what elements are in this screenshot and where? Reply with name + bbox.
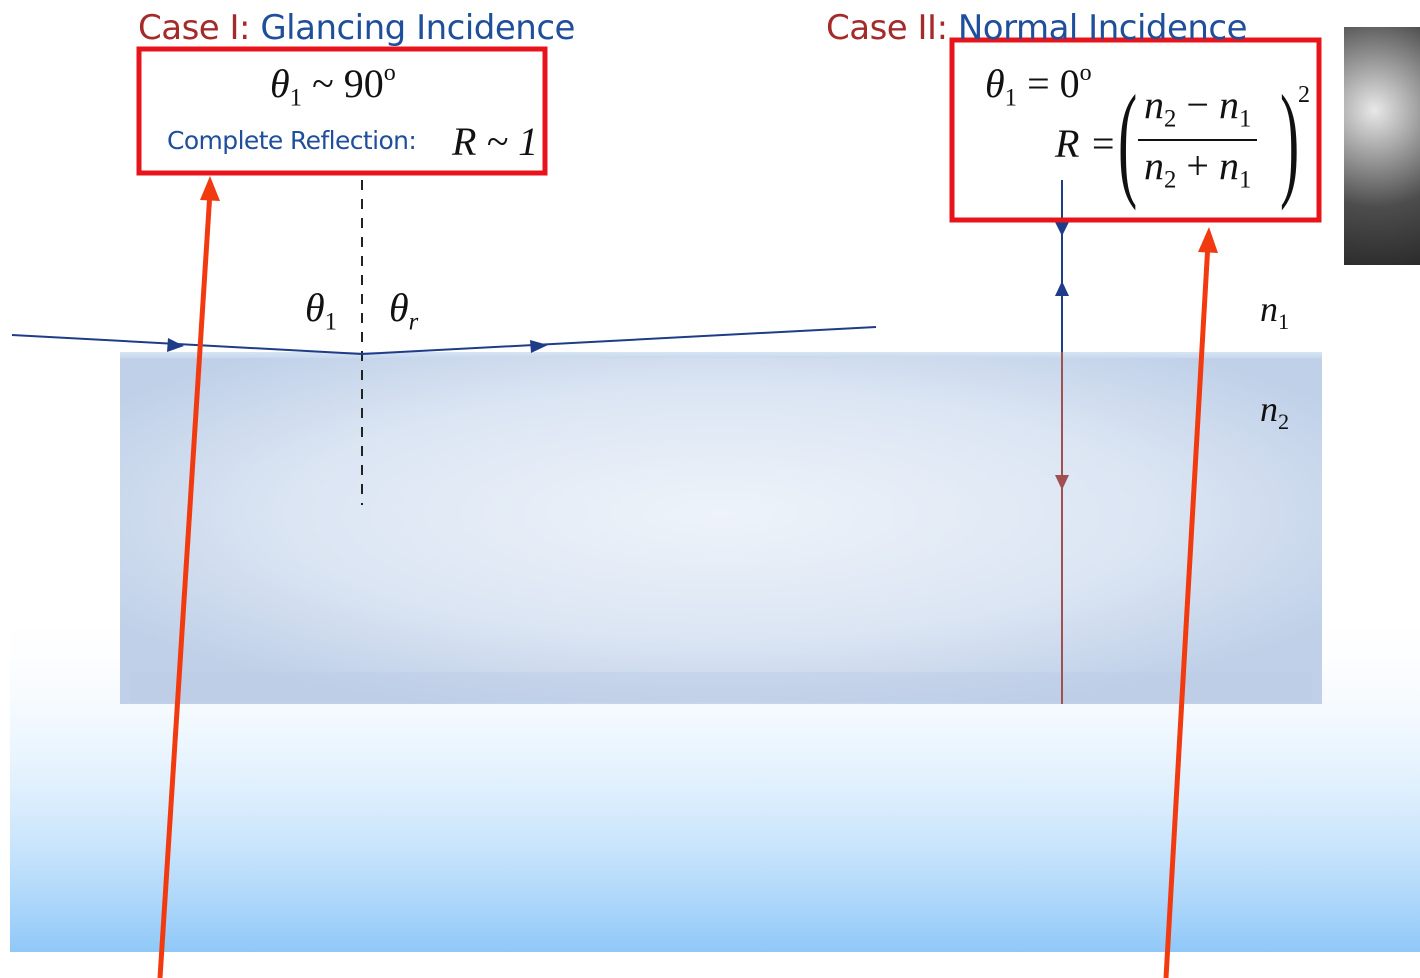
- case1-condition: θ1 ~ 90o: [270, 60, 396, 113]
- label-n2: n2: [1260, 388, 1289, 435]
- case2-prefix: Case II:: [826, 8, 948, 48]
- fraction-exponent: 2: [1298, 82, 1310, 108]
- label-theta-r: θr: [389, 284, 418, 337]
- case2-title: Case II: Normal Incidence: [826, 8, 1248, 48]
- label-n1: n1: [1260, 288, 1289, 335]
- case1-name: Glancing Incidence: [260, 8, 575, 48]
- medium-block: [120, 358, 1322, 704]
- reflected-arrowhead: [530, 340, 548, 353]
- case2-relation: = 0: [1027, 61, 1080, 106]
- callout-arrowhead-case2: [1198, 227, 1218, 253]
- callout-arrowhead-case1: [200, 176, 220, 201]
- num-n1: n: [1218, 82, 1239, 127]
- right-paren: ): [1280, 69, 1300, 211]
- diamond-photo: [1344, 27, 1420, 265]
- case2-theta-sub: 1: [1004, 84, 1018, 112]
- theta-r-var: θ: [389, 285, 409, 330]
- normal-up-arrowhead: [1055, 281, 1069, 296]
- den-n2-sub: 2: [1164, 166, 1177, 194]
- case1-prefix: Case I:: [138, 8, 251, 48]
- fraction-numerator: n2 − n1: [1138, 84, 1257, 133]
- case2-degree: o: [1079, 60, 1092, 87]
- reflectance-fraction: n2 − n1 n2 + n1: [1138, 84, 1258, 194]
- den-plus: +: [1176, 142, 1219, 188]
- highlight-box-case1: [136, 46, 548, 176]
- theta-1-var: θ: [305, 285, 325, 330]
- normal-down-arrowhead: [1055, 222, 1069, 236]
- case1-relation: ~ 90: [312, 61, 384, 106]
- den-n1: n: [1218, 142, 1239, 188]
- num-minus: −: [1176, 82, 1219, 127]
- case1-theta-sub: 1: [289, 84, 303, 112]
- num-n1-sub: 1: [1238, 105, 1252, 133]
- glancing-ray: [11, 326, 877, 356]
- case2-theta: θ: [985, 61, 1005, 106]
- den-n2: n: [1144, 142, 1164, 188]
- callout-arrow-case2: [1163, 242, 1211, 978]
- case1-result: R ~ 1: [452, 119, 539, 164]
- incident-arrowhead: [167, 338, 184, 352]
- transmitted-arrowhead: [1055, 475, 1069, 490]
- n1-sub: 1: [1278, 308, 1290, 334]
- den-n1-sub: 1: [1238, 166, 1252, 194]
- fraction-bar: [1138, 138, 1258, 141]
- n1-var: n: [1260, 289, 1278, 329]
- n2-var: n: [1260, 389, 1278, 429]
- fraction-denominator: n2 + n1: [1138, 142, 1257, 194]
- highlight-box-case2: [949, 37, 1322, 223]
- medium-bottom-shade: [130, 672, 1312, 702]
- num-n2: n: [1144, 82, 1164, 127]
- case2-condition: θ1 = 0o: [985, 60, 1092, 113]
- callout-arrow-case1: [157, 191, 213, 978]
- case1-title: Case I: Glancing Incidence: [138, 8, 575, 48]
- left-paren: (: [1118, 69, 1138, 211]
- theta-1-sub: 1: [324, 308, 338, 336]
- n2-sub: 2: [1278, 408, 1290, 434]
- case2-r-lhs: R =: [1055, 121, 1117, 166]
- theta-r-sub: r: [408, 308, 419, 336]
- case2-name: Normal Incidence: [957, 8, 1248, 48]
- num-n2-sub: 2: [1164, 105, 1177, 133]
- case1-degree: o: [383, 60, 396, 87]
- case1-theta: θ: [270, 61, 290, 106]
- label-theta-1: θ1: [305, 284, 337, 337]
- case1-note: Complete Reflection:: [167, 126, 417, 155]
